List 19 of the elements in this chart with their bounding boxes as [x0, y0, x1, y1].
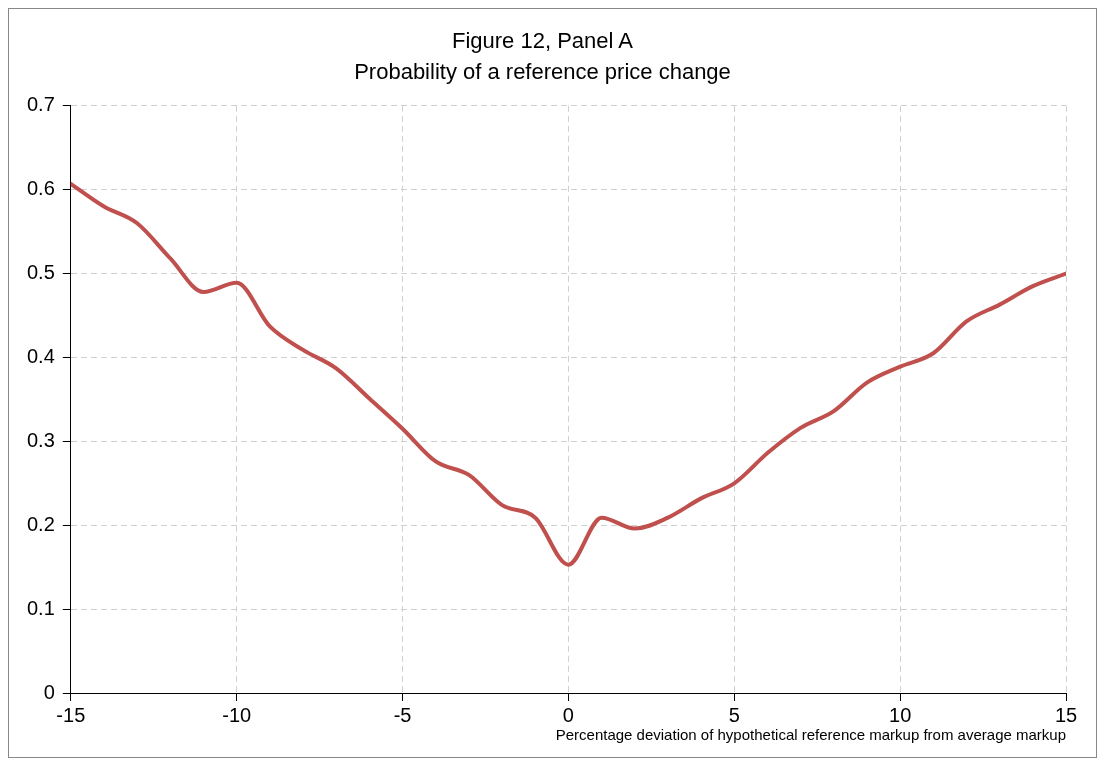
y-tick-label: 0.5: [26, 261, 55, 284]
x-tick-label: -5: [393, 703, 412, 726]
x-tick-label: 10: [889, 703, 912, 726]
y-tick-label: 0.7: [26, 93, 55, 116]
x-tick-label: -15: [56, 703, 86, 726]
x-tick-label: 5: [728, 703, 740, 726]
y-tick-label: 0.4: [26, 344, 55, 367]
x-tick-label: -10: [222, 703, 252, 726]
x-tick-label: 0: [562, 703, 574, 726]
y-tick-label: 0: [43, 680, 55, 703]
line-series: [70, 181, 1066, 567]
chart-title: Figure 12, Panel A: [451, 28, 634, 54]
y-tick-label: 0.6: [26, 177, 55, 200]
y-tick-label: 0.2: [26, 512, 55, 535]
y-tick-label: 0.1: [26, 596, 55, 619]
x-tick-label: 15: [1054, 703, 1078, 726]
y-tick-label: 0.3: [26, 428, 55, 451]
x-axis-title: Percentage deviation of hypothetical reference markup from average markup: [555, 726, 1066, 744]
chart-subtitle: Probability of a reference price change: [354, 58, 731, 84]
